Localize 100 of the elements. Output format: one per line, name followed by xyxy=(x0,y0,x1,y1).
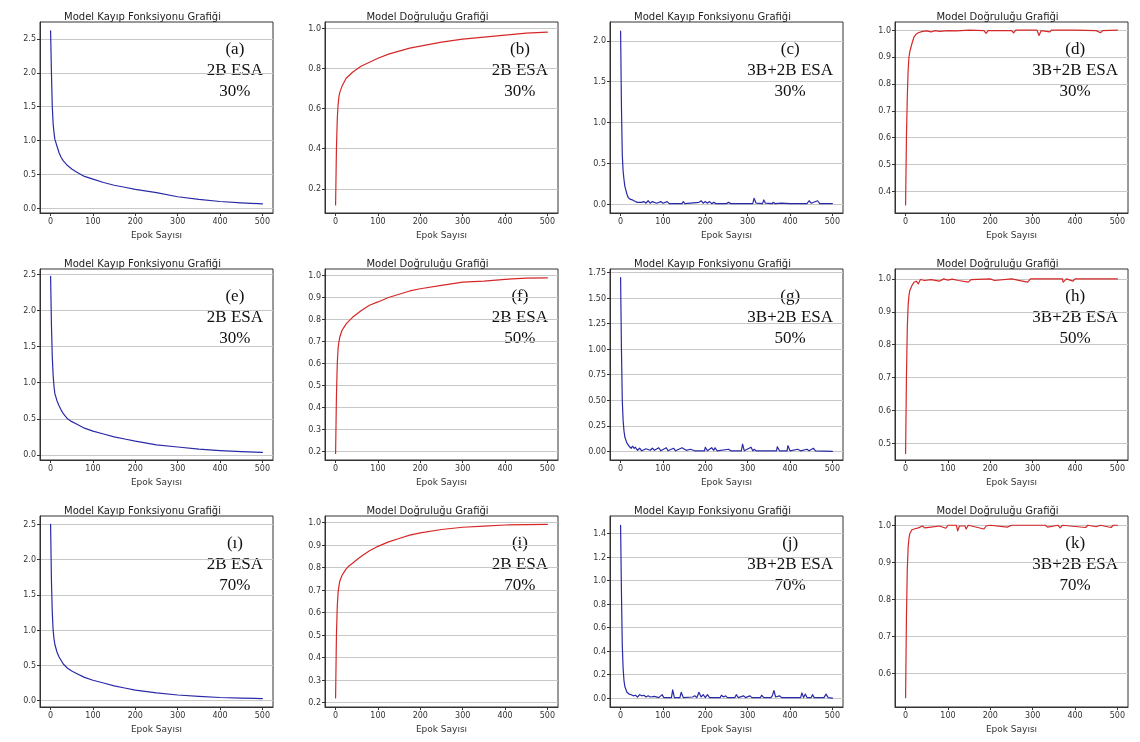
x-tick-label: 0 xyxy=(48,710,54,720)
chart-title: Model Doğruluğu Grafiği xyxy=(936,10,1059,22)
annotation: (j) xyxy=(782,533,799,552)
chart-title: Model Doğruluğu Grafiği xyxy=(936,257,1059,269)
x-axis-title: Epok Sayısı xyxy=(985,723,1038,734)
y-tick-label: 0.3 xyxy=(308,424,321,434)
y-tick-label: 2.0 xyxy=(23,68,36,78)
x-tick-label: 200 xyxy=(412,216,428,226)
x-tick-label: 100 xyxy=(85,216,101,226)
line-series xyxy=(334,31,549,206)
y-tick-label: 0.7 xyxy=(308,336,321,346)
x-tick-label: 400 xyxy=(212,216,228,226)
x-tick-label: 300 xyxy=(1025,710,1041,720)
y-tick-label: 0.6 xyxy=(878,133,891,143)
y-tick-label: 0.6 xyxy=(308,608,321,618)
line-series xyxy=(619,277,834,452)
y-tick-label: 0.0 xyxy=(23,203,36,213)
y-tick-label: 1.5 xyxy=(23,590,36,600)
x-axis-title: Epok Sayısı xyxy=(415,476,468,487)
y-tick-label: 0.5 xyxy=(593,158,606,168)
y-tick-label: 1.0 xyxy=(593,117,606,127)
x-tick-label: 200 xyxy=(697,710,713,720)
y-tick-label: 0.2 xyxy=(308,698,321,708)
y-tick-label: 1.0 xyxy=(308,271,321,281)
line-series xyxy=(904,524,1119,699)
y-tick-label: 2.0 xyxy=(23,305,36,315)
x-tick-label: 100 xyxy=(370,463,386,473)
annotation: (k) xyxy=(1065,533,1086,552)
y-tick-label: 1.75 xyxy=(588,268,606,278)
y-tick-label: 0.9 xyxy=(308,540,321,550)
y-tick-label: 0.5 xyxy=(23,169,36,179)
y-tick-label: 0.2 xyxy=(308,446,321,456)
chart-title: Model Kayıp Fonksiyonu Grafiği xyxy=(64,504,221,516)
line-series xyxy=(904,29,1119,206)
y-tick-label: 0.4 xyxy=(593,646,606,656)
y-tick-label: 1.0 xyxy=(23,378,36,388)
line-series xyxy=(904,278,1119,455)
y-tick-label: 0.5 xyxy=(878,439,891,449)
x-axis-title: Epok Sayısı xyxy=(130,723,183,734)
chart-title: Model Doğruluğu Grafiği xyxy=(366,10,489,22)
y-tick-label: 1.0 xyxy=(878,520,891,530)
x-tick-label: 100 xyxy=(940,216,956,226)
x-tick-label: 100 xyxy=(370,216,386,226)
x-tick-label: 100 xyxy=(655,463,671,473)
x-tick-label: 200 xyxy=(412,710,428,720)
y-tick-label: 0.50 xyxy=(588,395,606,405)
annotation: (c) xyxy=(780,39,800,58)
y-tick-label: 0.8 xyxy=(308,563,321,573)
annotation: 70% xyxy=(504,575,536,594)
y-tick-label: 2.5 xyxy=(23,519,36,529)
annotation: 2B ESA xyxy=(206,307,264,326)
y-tick-label: 0.75 xyxy=(588,370,606,380)
x-tick-label: 300 xyxy=(740,216,756,226)
y-tick-label: 0.6 xyxy=(593,623,606,633)
y-tick-label: 1.5 xyxy=(23,102,36,112)
x-tick-label: 300 xyxy=(170,710,186,720)
x-axis-title: Epok Sayısı xyxy=(700,723,753,734)
y-tick-label: 1.0 xyxy=(23,625,36,635)
annotation: (ı) xyxy=(226,533,243,552)
line-series xyxy=(49,30,264,205)
x-tick-label: 500 xyxy=(824,216,841,226)
x-axis-title: Epok Sayısı xyxy=(985,476,1038,487)
y-tick-label: 0.4 xyxy=(308,144,321,154)
x-tick-label: 100 xyxy=(370,710,386,720)
x-tick-label: 200 xyxy=(412,463,428,473)
x-tick-label: 300 xyxy=(1025,216,1041,226)
x-tick-label: 0 xyxy=(618,463,624,473)
x-tick-label: 200 xyxy=(127,463,143,473)
y-tick-label: 0.4 xyxy=(308,653,321,663)
x-tick-label: 300 xyxy=(455,710,471,720)
y-tick-label: 1.25 xyxy=(588,319,606,329)
y-tick-label: 0.5 xyxy=(878,160,891,170)
y-tick-label: 1.0 xyxy=(308,518,321,528)
y-tick-label: 0.6 xyxy=(308,358,321,368)
annotation: 30% xyxy=(774,81,806,100)
chart-title: Model Doğruluğu Grafiği xyxy=(366,504,489,516)
x-tick-label: 500 xyxy=(539,463,556,473)
y-tick-label: 1.0 xyxy=(23,136,36,146)
x-axis-title: Epok Sayısı xyxy=(130,229,183,240)
y-tick-label: 1.0 xyxy=(308,23,321,33)
x-tick-label: 400 xyxy=(782,710,798,720)
y-tick-label: 0.3 xyxy=(308,675,321,685)
x-tick-label: 100 xyxy=(655,710,671,720)
x-tick-label: 100 xyxy=(655,216,671,226)
annotation: (b) xyxy=(509,39,530,58)
y-tick-label: 0.5 xyxy=(23,660,36,670)
line-series xyxy=(619,524,834,699)
x-tick-label: 500 xyxy=(1109,216,1126,226)
chart-title: Model Kayıp Fonksiyonu Grafiği xyxy=(634,257,791,269)
x-axis-title: Epok Sayısı xyxy=(415,229,468,240)
chart-title: Model Kayıp Fonksiyonu Grafiği xyxy=(64,10,221,22)
y-tick-label: 1.2 xyxy=(593,552,606,562)
annotation: 30% xyxy=(219,328,251,347)
x-tick-label: 0 xyxy=(903,710,909,720)
y-tick-label: 0.9 xyxy=(878,52,891,62)
line-series xyxy=(334,523,549,699)
y-tick-label: 0.0 xyxy=(593,199,606,209)
y-tick-label: 1.0 xyxy=(878,25,891,35)
x-tick-label: 0 xyxy=(333,710,339,720)
annotation: 30% xyxy=(1059,81,1091,100)
